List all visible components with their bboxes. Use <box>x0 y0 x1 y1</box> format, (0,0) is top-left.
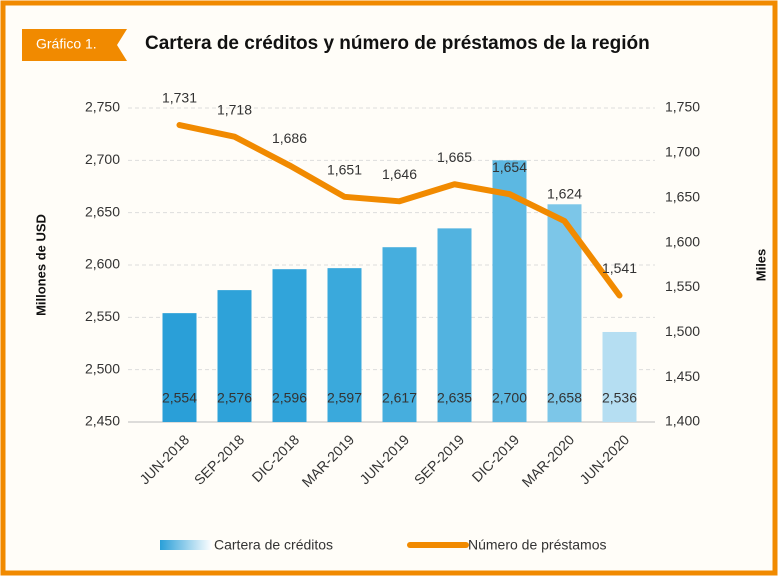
bar-value-label: 2,554 <box>162 390 197 406</box>
line-value-label: 1,731 <box>162 90 197 106</box>
legend-swatch <box>160 540 212 550</box>
y2-tick-label: 1,750 <box>665 99 700 115</box>
y2-tick-label: 1,700 <box>665 144 700 160</box>
y-tick-label: 2,550 <box>85 308 120 324</box>
y-tick-label: 2,650 <box>85 203 120 219</box>
bar <box>162 313 197 422</box>
bar-value-label: 2,658 <box>547 390 582 406</box>
line-value-label: 1,651 <box>327 162 362 178</box>
bar <box>382 247 417 422</box>
line-value-label: 1,541 <box>602 260 637 276</box>
bar-value-label: 2,700 <box>492 390 527 406</box>
y2-tick-label: 1,450 <box>665 368 700 384</box>
y-axis-label: Millones de USD <box>33 214 48 316</box>
legend-label: Cartera de créditos <box>214 537 333 553</box>
y-tick-label: 2,700 <box>85 151 120 167</box>
chart-title: Cartera de créditos y número de préstamo… <box>145 33 650 54</box>
bar <box>492 160 527 423</box>
y2-tick-label: 1,400 <box>665 413 700 429</box>
y2-axis-label: Miles <box>753 249 768 282</box>
bar <box>437 228 472 422</box>
line-value-label: 1,624 <box>547 186 582 202</box>
line <box>176 122 623 299</box>
legend-label: Número de préstamos <box>468 537 607 553</box>
bar-value-label: 2,597 <box>327 390 362 406</box>
bar-value-label: 2,596 <box>272 390 307 406</box>
line-value-label: 1,686 <box>272 130 307 146</box>
line-value-label: 1,718 <box>217 101 252 117</box>
line-value-label: 1,654 <box>492 159 527 175</box>
y2-tick-label: 1,550 <box>665 278 700 294</box>
y-tick-label: 2,450 <box>85 413 120 429</box>
bar <box>217 290 252 422</box>
tag: Gráfico 1. <box>36 36 97 52</box>
bar <box>272 269 307 422</box>
bar <box>327 268 362 422</box>
bar-value-label: 2,635 <box>437 390 472 406</box>
y-tick-label: 2,600 <box>85 256 120 272</box>
y-tick-label: 2,750 <box>85 99 120 115</box>
bar <box>602 331 637 422</box>
y2-tick-label: 1,500 <box>665 323 700 339</box>
y-tick-label: 2,500 <box>85 360 120 376</box>
line-value-label: 1,665 <box>437 149 472 165</box>
bar-value-label: 2,536 <box>602 390 637 406</box>
tag-shape <box>22 29 127 61</box>
bar-value-label: 2,576 <box>217 390 252 406</box>
y2-tick-label: 1,600 <box>665 233 700 249</box>
y2-tick-label: 1,650 <box>665 188 700 204</box>
line-value-label: 1,646 <box>382 166 417 182</box>
bar-value-label: 2,617 <box>382 390 417 406</box>
